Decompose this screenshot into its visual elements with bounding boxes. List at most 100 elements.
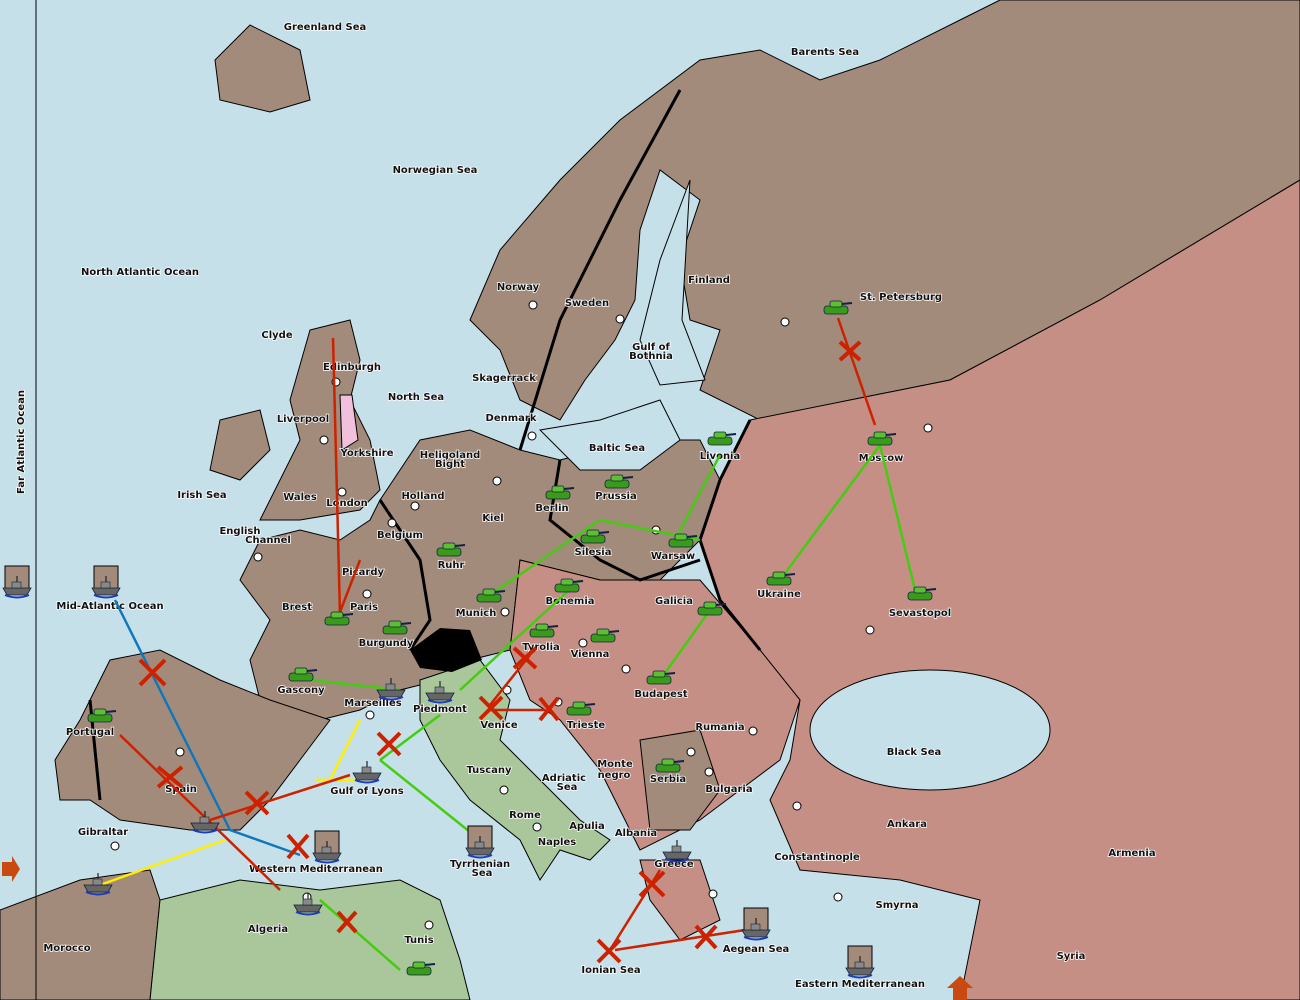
label-london: London: [326, 498, 368, 509]
retreat-tyrrhenian[interactable]: [466, 826, 494, 858]
label-serbia: Serbia: [650, 774, 686, 785]
label-brest: Brest: [282, 602, 312, 613]
austria-balkans: [509, 559, 801, 851]
label-ruhr: Ruhr: [438, 560, 465, 571]
serbia-land: [639, 729, 721, 831]
label-trieste: Trieste: [567, 720, 606, 731]
label-galicia: Galicia: [655, 596, 693, 607]
label-gibraltar: Gibraltar: [78, 827, 128, 838]
label-finland: Finland: [688, 275, 730, 286]
iceland: [214, 24, 311, 113]
label-berlin: Berlin: [535, 503, 568, 514]
label-adriatic-sea: Adriatic: [542, 773, 586, 784]
label-eastern-mediterranean: Eastern Mediterranean: [795, 979, 925, 990]
gulf-of-bothnia-water: [639, 179, 706, 386]
label-far-atlantic: Far Atlantic Ocean: [16, 390, 27, 494]
label-tyrolia: Tyrolia: [522, 642, 560, 653]
label-picardy: Picardy: [342, 567, 385, 578]
label-gulf-of-bothnia-2: Bothnia: [629, 351, 673, 362]
label-heligoland-bight-2: Bight: [435, 459, 465, 470]
label-aegean-sea: Aegean Sea: [723, 944, 790, 955]
label-bulgaria: Bulgaria: [705, 784, 752, 795]
label-liverpool: Liverpool: [277, 414, 329, 425]
label-rome: Rome: [509, 810, 541, 821]
britain: [259, 319, 381, 521]
label-morocco: Morocco: [43, 943, 90, 954]
label-denmark: Denmark: [486, 413, 537, 424]
label-tunis: Tunis: [404, 935, 433, 946]
label-mid-atlantic: Mid-Atlantic Ocean: [56, 601, 163, 612]
label-montenegro-2: negro: [598, 770, 631, 781]
label-portugal: Portugal: [66, 727, 114, 738]
label-syria: Syria: [1057, 951, 1086, 962]
label-heligoland-bight: Heligoland: [420, 450, 481, 461]
label-montenegro: Monte: [597, 759, 633, 770]
orders: [99, 317, 917, 971]
label-piedmont: Piedmont: [413, 704, 467, 715]
baltic-water: [538, 399, 681, 471]
label-north-sea: North Sea: [388, 392, 444, 403]
label-yorkshire: Yorkshire: [340, 448, 394, 459]
arrow-up-icon[interactable]: [947, 976, 973, 1000]
label-st-petersburg: St. Petersburg: [860, 292, 942, 303]
ireland: [209, 409, 271, 481]
label-silesia: Silesia: [575, 547, 612, 558]
label-holland: Holland: [401, 491, 444, 502]
retreat-mid-atlantic[interactable]: [92, 566, 120, 598]
label-ankara: Ankara: [887, 819, 927, 830]
yorkshire-land: [339, 394, 359, 451]
label-naples: Naples: [538, 837, 576, 848]
label-clyde: Clyde: [261, 330, 292, 341]
label-apulia: Apulia: [569, 821, 605, 832]
retreat-eastern-mediterranean[interactable]: [846, 946, 874, 978]
label-norwegian-sea: Norwegian Sea: [393, 165, 478, 176]
label-gulf-of-bothnia: Gulf of: [632, 342, 670, 353]
italy: [419, 659, 611, 881]
label-north-atlantic: North Atlantic Ocean: [81, 267, 199, 278]
label-gulf-of-lyons: Gulf of Lyons: [330, 786, 403, 797]
label-rumania: Rumania: [695, 722, 744, 733]
label-english-channel: English: [219, 526, 260, 537]
label-tuscany: Tuscany: [466, 765, 512, 776]
label-tyrrhenian-sea-2: Sea: [472, 868, 493, 879]
label-belgium: Belgium: [377, 530, 423, 541]
label-paris: Paris: [350, 602, 378, 613]
label-moscow: Moscow: [859, 453, 904, 464]
label-greenland-sea: Greenland Sea: [284, 22, 367, 33]
label-gascony: Gascony: [277, 685, 325, 696]
label-skagerrack: Skagerrack: [472, 373, 536, 384]
black-sea-water: [809, 669, 1051, 791]
label-albania: Albania: [615, 828, 657, 839]
label-irish-sea: Irish Sea: [177, 490, 226, 501]
retreat-far-atlantic[interactable]: [3, 566, 31, 598]
label-norway: Norway: [497, 282, 540, 293]
label-western-mediterranean: Western Mediterranean: [249, 864, 383, 875]
label-edinburgh: Edinburgh: [323, 362, 381, 373]
label-wales: Wales: [283, 492, 317, 503]
label-marseilles: Marseilles: [344, 698, 401, 709]
label-kiel: Kiel: [482, 513, 503, 524]
label-sweden: Sweden: [565, 298, 609, 309]
label-burgundy: Burgundy: [359, 638, 414, 649]
arrow-right-icon[interactable]: [2, 856, 20, 882]
label-black-sea: Black Sea: [887, 747, 942, 758]
label-ukraine: Ukraine: [757, 589, 801, 600]
north-africa: [149, 879, 471, 1000]
label-bohemia: Bohemia: [546, 596, 595, 607]
label-budapest: Budapest: [634, 689, 688, 700]
retreat-aegean[interactable]: [742, 908, 770, 940]
label-ionian-sea: Ionian Sea: [581, 965, 640, 976]
retreat-western-mediterranean[interactable]: [313, 831, 341, 863]
label-warsaw: Warsaw: [651, 551, 695, 562]
label-armenia: Armenia: [1108, 848, 1155, 859]
label-munich: Munich: [456, 608, 497, 619]
label-adriatic-sea-2: Sea: [557, 782, 578, 793]
label-smyrna: Smyrna: [876, 900, 919, 911]
label-algeria: Algeria: [248, 924, 288, 935]
supply-centers: [110, 300, 933, 930]
label-baltic-sea: Baltic Sea: [589, 443, 645, 454]
label-sevastopol: Sevastopol: [889, 608, 951, 619]
label-vienna: Vienna: [571, 649, 610, 660]
